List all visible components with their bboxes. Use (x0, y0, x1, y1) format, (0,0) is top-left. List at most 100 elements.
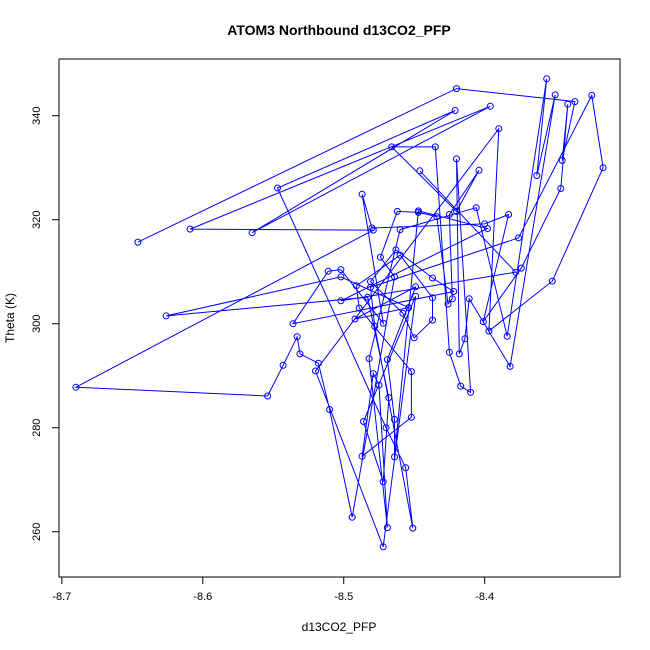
data-point (326, 406, 334, 413)
data-point (358, 190, 366, 198)
data-point (588, 91, 596, 99)
y-tick-label: 300 (31, 315, 43, 333)
data-point (369, 370, 377, 378)
data-point (392, 246, 400, 254)
data-point (599, 164, 607, 172)
data-point (162, 312, 170, 320)
data-point (429, 316, 436, 324)
data-point (289, 320, 297, 328)
data-point (472, 204, 480, 212)
y-tick-label: 340 (31, 107, 43, 125)
data-point (455, 350, 463, 358)
chart-title: ATOM3 Northbound d13CO2_PFP (227, 22, 451, 38)
data-point (453, 85, 460, 93)
data-point (453, 207, 460, 215)
data-point (364, 293, 372, 301)
data-point (445, 211, 453, 218)
data-point (484, 225, 491, 232)
data-point (391, 453, 398, 461)
data-point (410, 334, 418, 342)
data-point (465, 295, 473, 303)
data-point (376, 253, 384, 261)
y-tick-label: 260 (31, 523, 43, 541)
plot-frame (58, 58, 621, 578)
data-point (360, 418, 367, 425)
data-point (506, 362, 514, 370)
data-point (407, 413, 415, 421)
data-point (388, 143, 396, 151)
data-point (414, 207, 422, 215)
data-point (485, 327, 493, 335)
data-point (379, 319, 387, 327)
y-axis-label: Theta (K) (3, 293, 17, 343)
data-point (293, 333, 301, 341)
data-point (405, 304, 413, 312)
data-point (451, 107, 459, 114)
data-point (314, 359, 322, 367)
data-point (355, 304, 363, 312)
data-point (383, 356, 391, 364)
data-point (379, 478, 387, 486)
data-point (399, 309, 407, 317)
data-point (274, 184, 281, 192)
y-tick-label: 280 (31, 419, 43, 437)
data-point (186, 225, 194, 233)
data-point (412, 283, 420, 291)
data-point (407, 368, 415, 376)
data-point (358, 452, 366, 460)
data-point (396, 251, 404, 259)
data-point (461, 335, 469, 343)
data-point (409, 524, 417, 532)
data-point (479, 318, 487, 326)
data-point (369, 226, 377, 234)
data-point (352, 282, 360, 290)
data-point (558, 156, 566, 164)
data-point (396, 226, 404, 234)
x-axis: -8.7 -8.6 -8.5 -8.4 (52, 576, 494, 603)
data-point (450, 288, 458, 295)
data-point (564, 100, 572, 108)
data-point (348, 513, 356, 521)
series-group (72, 75, 607, 551)
data-point (382, 424, 390, 432)
x-tick-label: -8.6 (193, 591, 212, 603)
data-point (515, 234, 522, 242)
data-point (134, 238, 142, 246)
data-point (433, 213, 441, 221)
data-point (393, 207, 401, 215)
data-point (543, 75, 551, 83)
data-point (248, 229, 256, 237)
data-point (383, 524, 391, 532)
data-point (548, 277, 556, 285)
data-point (337, 273, 345, 281)
data-point (337, 297, 345, 305)
data-point (533, 172, 541, 179)
data-point (72, 383, 80, 391)
data-point (367, 283, 374, 291)
data-point (503, 332, 511, 340)
data-point (486, 102, 494, 110)
data-point (379, 543, 387, 551)
data-point (429, 274, 436, 282)
data-point (279, 361, 287, 369)
data-point (264, 392, 272, 400)
data-point (517, 264, 525, 272)
series-line (74, 78, 604, 547)
x-axis-label: d13CO2_PFP (302, 620, 377, 634)
data-point (495, 125, 503, 133)
data-point (448, 295, 456, 303)
data-point (571, 98, 579, 106)
data-point (557, 185, 565, 192)
data-point (416, 167, 424, 175)
data-point (505, 211, 513, 218)
x-tick-label: -8.5 (334, 591, 353, 603)
data-point (453, 155, 460, 163)
data-point (312, 367, 319, 375)
data-point (365, 355, 373, 363)
data-point (391, 273, 398, 281)
data-point (371, 322, 379, 330)
data-point (431, 143, 439, 151)
data-point (296, 350, 304, 358)
data-point (375, 381, 383, 389)
